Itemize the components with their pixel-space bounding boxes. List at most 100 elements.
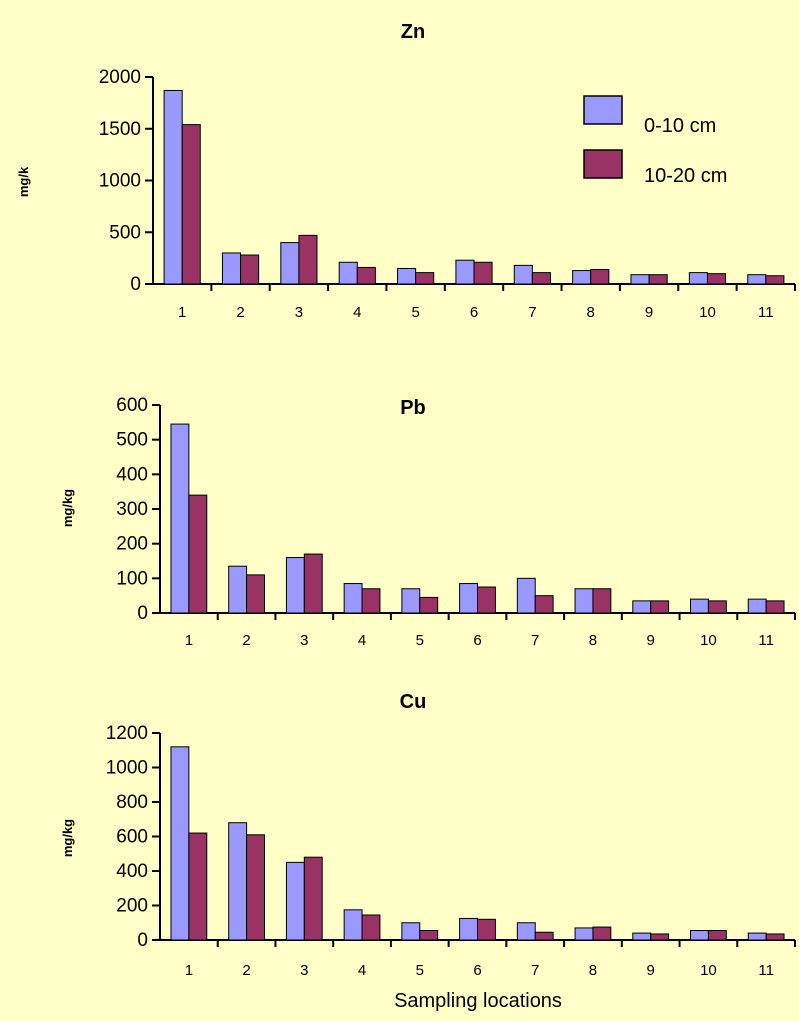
x-tick-label: 3 <box>300 632 308 649</box>
legend: 0-10 cm 10-20 cm <box>583 95 727 187</box>
bar-10-20cm-loc-8 <box>592 926 612 941</box>
bar-10-20cm-loc-4 <box>356 266 376 285</box>
x-tick-label: 10 <box>699 304 716 321</box>
x-tick-label: 3 <box>295 304 303 321</box>
bar-0-10cm-loc-6 <box>459 583 479 614</box>
chart-cu: Cu mg/kg 0 200 400 600 800 1000 1200 1 2 3 4 5 6 7 8 9 10 1… <box>60 691 796 1012</box>
bar-10-20cm-loc-11 <box>765 933 785 941</box>
bar-0-10cm-loc-5 <box>401 922 421 941</box>
x-tick-label: 8 <box>587 304 595 321</box>
bar-10-20cm-loc-9 <box>650 600 670 614</box>
x-tick-label: 5 <box>416 962 424 979</box>
bar-10-20cm-loc-6 <box>477 918 496 941</box>
bar-0-10cm-loc-10 <box>688 272 708 285</box>
x-tick-label: 8 <box>589 632 597 649</box>
bar-0-10cm-loc-3 <box>285 861 305 941</box>
bar-10-20cm-loc-6 <box>477 586 496 614</box>
bar-0-10cm-loc-7 <box>516 577 536 614</box>
bar-0-10cm-loc-3 <box>285 557 305 614</box>
bar-10-20cm-loc-2 <box>246 834 265 941</box>
x-tick-label: 1 <box>178 304 186 321</box>
bar-0-10cm-loc-7 <box>516 922 536 941</box>
bar-0-10cm-loc-1 <box>170 423 190 614</box>
bar-10-20cm-loc-10 <box>707 600 727 614</box>
x-tick-label: 1 <box>185 962 193 979</box>
bar-0-10cm-loc-4 <box>343 909 363 941</box>
bar-10-20cm-loc-7 <box>531 272 551 285</box>
bar-10-20cm-loc-2 <box>240 254 260 285</box>
x-tick-label: 4 <box>358 632 366 649</box>
y-tick-label: 1200 <box>106 723 148 744</box>
bar-10-20cm-loc-1 <box>188 494 208 614</box>
x-tick-label: 5 <box>416 632 424 649</box>
x-tick-label: 2 <box>242 632 250 649</box>
x-tick-label: 1 <box>185 632 193 649</box>
bar-0-10cm-loc-9 <box>632 600 652 614</box>
x-tick-label: 8 <box>589 962 597 979</box>
bar-10-20cm-loc-5 <box>419 596 439 614</box>
x-axis-label: Sampling locations <box>394 990 562 1012</box>
bar-10-20cm-loc-10 <box>707 930 727 941</box>
x-tick-label: 5 <box>411 304 419 321</box>
bar-0-10cm-loc-4 <box>338 261 358 285</box>
bar-0-10cm-loc-8 <box>574 588 594 614</box>
bar-10-20cm-loc-9 <box>648 274 668 285</box>
bar-0-10cm-loc-6 <box>459 917 479 941</box>
y-axis-label: mg/kg <box>60 489 75 527</box>
x-tick-label: 7 <box>528 304 536 321</box>
x-tick-label: 2 <box>242 962 250 979</box>
y-tick-label: 1000 <box>99 171 141 192</box>
bar-10-20cm-loc-4 <box>361 914 381 941</box>
bar-10-20cm-loc-7 <box>534 931 554 941</box>
bar-0-10cm-loc-10 <box>690 598 709 614</box>
bar-10-20cm-loc-8 <box>592 588 612 614</box>
legend-swatch <box>583 95 623 125</box>
x-tick-label: 2 <box>236 304 244 321</box>
bar-0-10cm-loc-10 <box>690 930 709 941</box>
chart-zn: Zn mg/k 0 500 1000 1500 2000 1 2 3 4 5 6 7 8 9 10 11 0-10 … <box>16 21 796 321</box>
bar-10-20cm-loc-3 <box>303 553 323 614</box>
bar-0-10cm-loc-11 <box>747 274 767 285</box>
y-tick-label: 500 <box>116 430 148 451</box>
bar-10-20cm-loc-1 <box>188 832 208 941</box>
bar-10-20cm-loc-3 <box>303 856 323 941</box>
bar-10-20cm-loc-9 <box>650 933 670 941</box>
y-tick-label: 2000 <box>99 67 141 88</box>
bar-0-10cm-loc-5 <box>397 267 417 285</box>
y-tick-label: 300 <box>116 499 148 520</box>
x-tick-label: 7 <box>531 962 539 979</box>
x-tick-label: 11 <box>758 962 774 979</box>
y-tick-label: 400 <box>116 464 148 485</box>
y-tick-label: 0 <box>137 603 148 624</box>
bar-0-10cm-loc-3 <box>280 242 300 285</box>
x-tick-label: 9 <box>645 304 653 321</box>
x-tick-label: 6 <box>470 304 478 321</box>
x-tick-label: 6 <box>473 962 481 979</box>
bar-10-20cm-loc-5 <box>415 272 435 285</box>
y-tick-label: 600 <box>116 827 148 848</box>
x-tick-label: 4 <box>358 962 366 979</box>
x-tick-label: 9 <box>647 962 655 979</box>
chart-title: Pb <box>400 397 426 419</box>
bar-0-10cm-loc-7 <box>513 264 533 285</box>
y-axis-label: mg/kg <box>60 819 75 857</box>
y-tick-label: 100 <box>116 568 148 589</box>
bar-0-10cm-loc-9 <box>632 932 652 941</box>
x-tick-label: 11 <box>758 304 774 321</box>
bar-0-10cm-loc-8 <box>574 927 594 941</box>
y-tick-label: 200 <box>116 534 148 555</box>
y-tick-label: 600 <box>116 395 148 416</box>
bar-10-20cm-loc-10 <box>706 273 727 285</box>
bar-10-20cm-loc-3 <box>298 234 318 285</box>
bar-0-10cm-loc-8 <box>572 270 592 285</box>
y-tick-label: 1500 <box>99 119 141 140</box>
bar-0-10cm-loc-2 <box>228 822 248 941</box>
x-tick-label: 4 <box>353 304 361 321</box>
bar-10-20cm-loc-7 <box>534 595 554 614</box>
bar-0-10cm-loc-11 <box>747 932 767 941</box>
legend-label: 10-20 cm <box>644 165 727 187</box>
y-tick-label: 500 <box>109 222 141 243</box>
y-tick-label: 0 <box>137 930 148 951</box>
